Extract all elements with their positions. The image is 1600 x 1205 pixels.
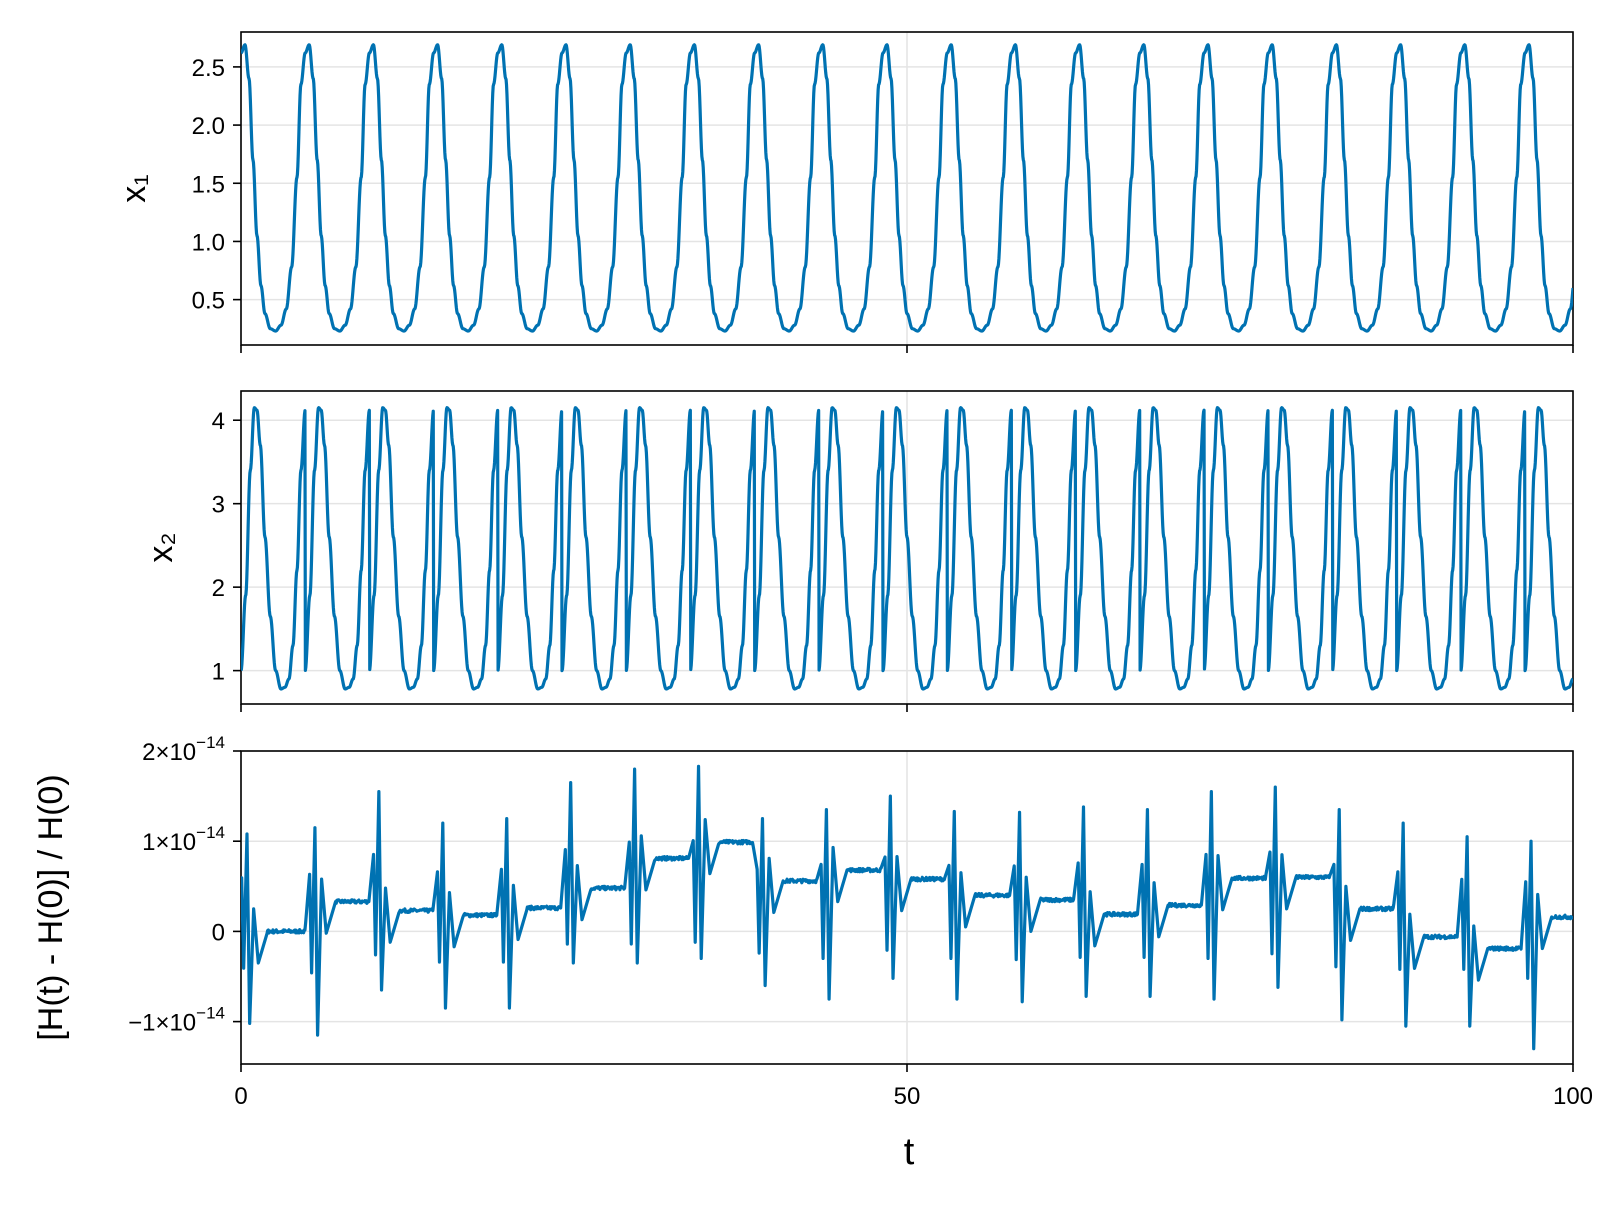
middle-ytick-label-1: 2 — [212, 575, 225, 602]
bottom-ytick-label-1: 0 — [212, 919, 225, 946]
bottom-xtick-label-2: 100 — [1553, 1083, 1593, 1110]
bottom-series-line — [241, 764, 1573, 1051]
top-y-axis-title: x₁ — [115, 174, 153, 202]
top-ytick-label-3: 2.0 — [192, 113, 225, 140]
top-ytick-label-2: 1.5 — [192, 171, 225, 198]
middle-y-axis-title: x₂ — [142, 532, 180, 562]
panel-x1: 0.5 1.0 1.5 2.0 2.5 x₁ — [115, 31, 1574, 353]
x-axis-title: t — [904, 1131, 915, 1173]
middle-ytick-label-0: 1 — [212, 659, 225, 686]
middle-ytick-label-3: 4 — [212, 408, 225, 435]
top-ytick-label-4: 2.5 — [192, 55, 225, 82]
bottom-xtick-label-0: 0 — [234, 1083, 247, 1110]
top-ytick-label-0: 0.5 — [192, 288, 225, 315]
top-ytick-label-1: 1.0 — [192, 229, 225, 256]
middle-series-line — [241, 406, 1573, 691]
top-series-line — [241, 43, 1573, 333]
bottom-xtick-label-1: 50 — [894, 1083, 921, 1110]
bottom-y-axis-title: [H(t) - H(0)] / H(0) — [32, 774, 70, 1040]
panel-x2: 1 2 3 4 x₂ — [142, 390, 1574, 712]
middle-ytick-label-2: 3 — [212, 492, 225, 519]
bottom-ytick-label-0: −1×10−14 — [128, 1004, 225, 1037]
